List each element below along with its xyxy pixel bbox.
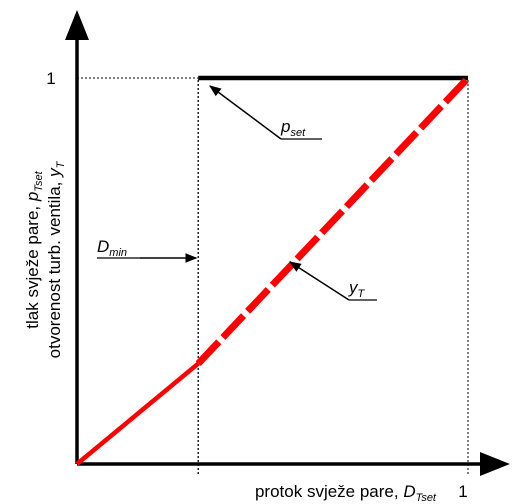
y-t-series-dashed-segment: [195, 75, 471, 367]
y-tick-label: 1: [46, 69, 55, 88]
annotation-d-min: Dmin: [97, 237, 127, 259]
x-tick-label: 1: [458, 482, 467, 501]
x-axis-arrowhead: [480, 452, 510, 476]
annotation-p-set-arrow: [209, 85, 282, 140]
y-axis-arrowhead: [65, 10, 89, 40]
y-t-series-solid-segment: [75, 361, 200, 466]
annotation-p-set: pset: [280, 117, 306, 139]
annotation-y-t-arrow: [288, 261, 350, 301]
y-axis-label-line1: tlak svježe pare, pTset: [23, 170, 45, 328]
x-axis-label: protok svježe pare, DTset: [255, 482, 437, 504]
annotation-y-t: yT: [348, 278, 366, 300]
y-axis-label-line2: otvorenost turb. ventila, yT: [45, 160, 67, 358]
